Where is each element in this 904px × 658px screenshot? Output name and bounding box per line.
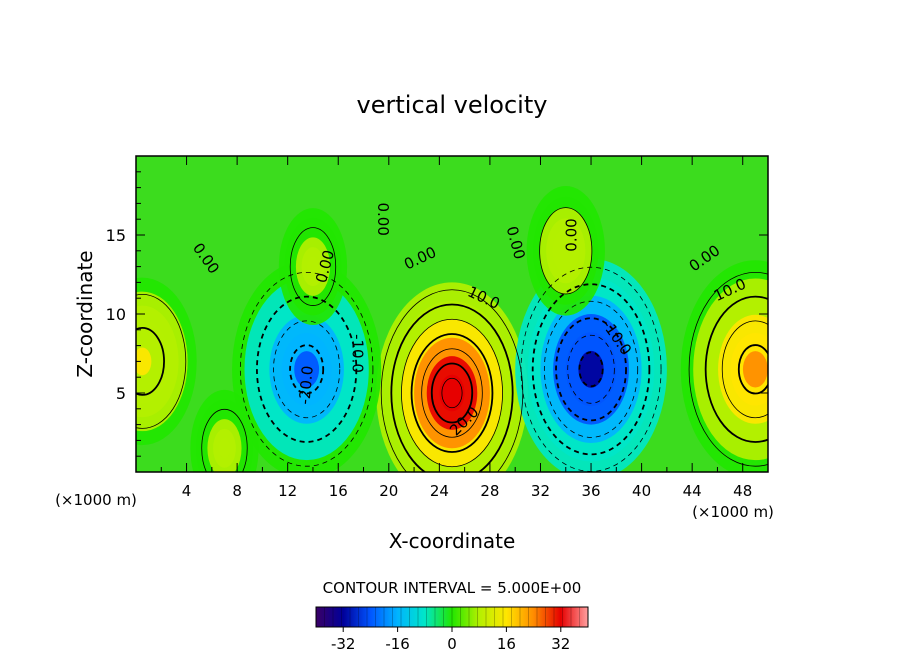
contour-line-1-0 — [239, 271, 374, 467]
colorbar: -32 -16 0 16 32 — [315, 606, 589, 653]
contour-line-5-0 — [201, 408, 248, 472]
contour-line-6-0 — [289, 227, 337, 306]
contour-line-0-0 — [380, 289, 524, 472]
contour-line-3-3 — [737, 344, 768, 395]
contour-line-1-3 — [289, 344, 325, 395]
contour-label: -10.0 — [349, 334, 367, 373]
contour-line-1-1 — [256, 295, 358, 443]
x-tick-label: 24 — [430, 482, 449, 500]
contour-line-0-5 — [430, 362, 474, 424]
field-level-4-5 — [136, 347, 152, 376]
x-unit-left: (×1000 m) — [55, 491, 137, 509]
contour-line-2-3 — [555, 317, 627, 422]
chart-title: vertical velocity — [357, 91, 548, 119]
x-tick-label: 40 — [632, 482, 651, 500]
y-tick-label: 10 — [106, 305, 126, 324]
contour-line-4-0 — [136, 294, 187, 429]
y-axis-title: Z-coordinate — [73, 250, 97, 377]
contour-line-4-1 — [136, 327, 165, 396]
x-tick-label: 32 — [531, 482, 550, 500]
contour-line-2-1 — [531, 283, 651, 456]
field-level-0-5 — [439, 374, 465, 412]
contour-label: 0.00 — [563, 218, 581, 251]
x-unit-right: (×1000 m) — [692, 503, 774, 521]
contour-label: -20.0 — [295, 365, 316, 405]
contour-line-2-4 — [567, 334, 615, 404]
contour-line-1-2 — [273, 320, 341, 419]
x-tick-label: 44 — [683, 482, 702, 500]
field-level-6-5 — [307, 256, 319, 277]
plot-area — [135, 155, 769, 473]
colorbar-tick-label: -16 — [385, 635, 410, 653]
x-tick-label: 20 — [379, 482, 398, 500]
x-tick-label: 28 — [480, 482, 499, 500]
x-tick-label: 48 — [733, 482, 752, 500]
x-tick-label: 4 — [182, 482, 192, 500]
colorbar-tick-label: 16 — [497, 635, 516, 653]
x-tick-label: 36 — [581, 482, 600, 500]
contour-line-2-2 — [543, 300, 639, 438]
contour-line-3-2 — [721, 320, 768, 419]
contour-line-0-4 — [421, 348, 483, 438]
field-level-5-5 — [218, 438, 231, 459]
x-axis-title: X-coordinate — [389, 529, 516, 553]
contour-line-2-5 — [578, 351, 604, 388]
x-tick-label: 16 — [329, 482, 348, 500]
x-tick-label: 12 — [278, 482, 297, 500]
colorbar-tick-label: 0 — [447, 635, 457, 653]
field-level-7-5 — [559, 240, 573, 262]
contour-interval-label: CONTOUR INTERVAL = 5.000E+00 — [323, 579, 582, 597]
contour-line-0-1 — [390, 303, 514, 472]
contour-label: 0.00 — [374, 202, 392, 235]
contour-line-0-3 — [410, 333, 494, 453]
y-tick-label: 15 — [106, 226, 126, 245]
contour-line-7-0 — [539, 207, 593, 295]
contour-line-3-1 — [704, 295, 768, 443]
contour-line-0-2 — [401, 318, 503, 468]
y-tick-label: 5 — [116, 384, 126, 403]
contour-line-3-0 — [688, 272, 768, 467]
field-level-3-5 — [742, 351, 768, 388]
contour-line-0-6 — [441, 377, 463, 409]
field-level-1-5 — [294, 351, 320, 388]
colorbar-tick-label: 32 — [551, 635, 570, 653]
x-tick-label: 8 — [232, 482, 242, 500]
field-level-2-5 — [578, 350, 604, 388]
colorbar-tick-label: -32 — [331, 635, 356, 653]
